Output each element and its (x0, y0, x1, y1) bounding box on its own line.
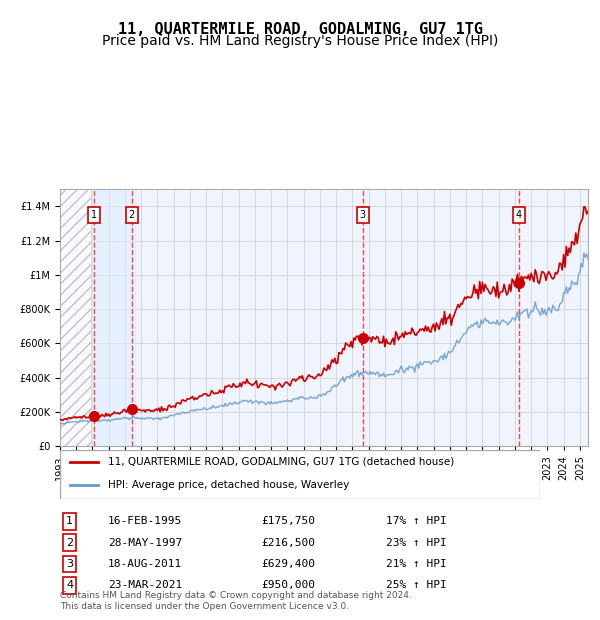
Bar (60, 189, 91, 446)
Text: 1: 1 (66, 516, 73, 526)
Text: 2: 2 (128, 210, 135, 220)
Text: £216,500: £216,500 (262, 538, 316, 547)
Text: 17% ↑ HPI: 17% ↑ HPI (386, 516, 447, 526)
Text: 23-MAR-2021: 23-MAR-2021 (108, 580, 182, 590)
Text: 11, QUARTERMILE ROAD, GODALMING, GU7 1TG (detached house): 11, QUARTERMILE ROAD, GODALMING, GU7 1TG… (108, 457, 454, 467)
Text: 21% ↑ HPI: 21% ↑ HPI (386, 559, 447, 569)
Text: Contains HM Land Registry data © Crown copyright and database right 2024.
This d: Contains HM Land Registry data © Crown c… (60, 591, 412, 611)
Text: 11, QUARTERMILE ROAD, GODALMING, GU7 1TG: 11, QUARTERMILE ROAD, GODALMING, GU7 1TG (118, 22, 482, 37)
Text: 4: 4 (515, 210, 521, 220)
Text: 4: 4 (66, 580, 73, 590)
Text: £629,400: £629,400 (262, 559, 316, 569)
Text: 18-AUG-2011: 18-AUG-2011 (108, 559, 182, 569)
Text: 16-FEB-1995: 16-FEB-1995 (108, 516, 182, 526)
Text: 2: 2 (66, 538, 73, 547)
Bar (91, 189, 136, 446)
Text: Price paid vs. HM Land Registry's House Price Index (HPI): Price paid vs. HM Land Registry's House … (102, 34, 498, 48)
Text: 28-MAY-1997: 28-MAY-1997 (108, 538, 182, 547)
Text: £950,000: £950,000 (262, 580, 316, 590)
FancyBboxPatch shape (60, 450, 540, 499)
Text: 1: 1 (91, 210, 98, 220)
Text: 25% ↑ HPI: 25% ↑ HPI (386, 580, 447, 590)
Text: £175,750: £175,750 (262, 516, 316, 526)
Text: 23% ↑ HPI: 23% ↑ HPI (386, 538, 447, 547)
Bar (60, 189, 91, 446)
Text: 3: 3 (359, 210, 366, 220)
Text: 3: 3 (66, 559, 73, 569)
Text: HPI: Average price, detached house, Waverley: HPI: Average price, detached house, Wave… (108, 480, 349, 490)
